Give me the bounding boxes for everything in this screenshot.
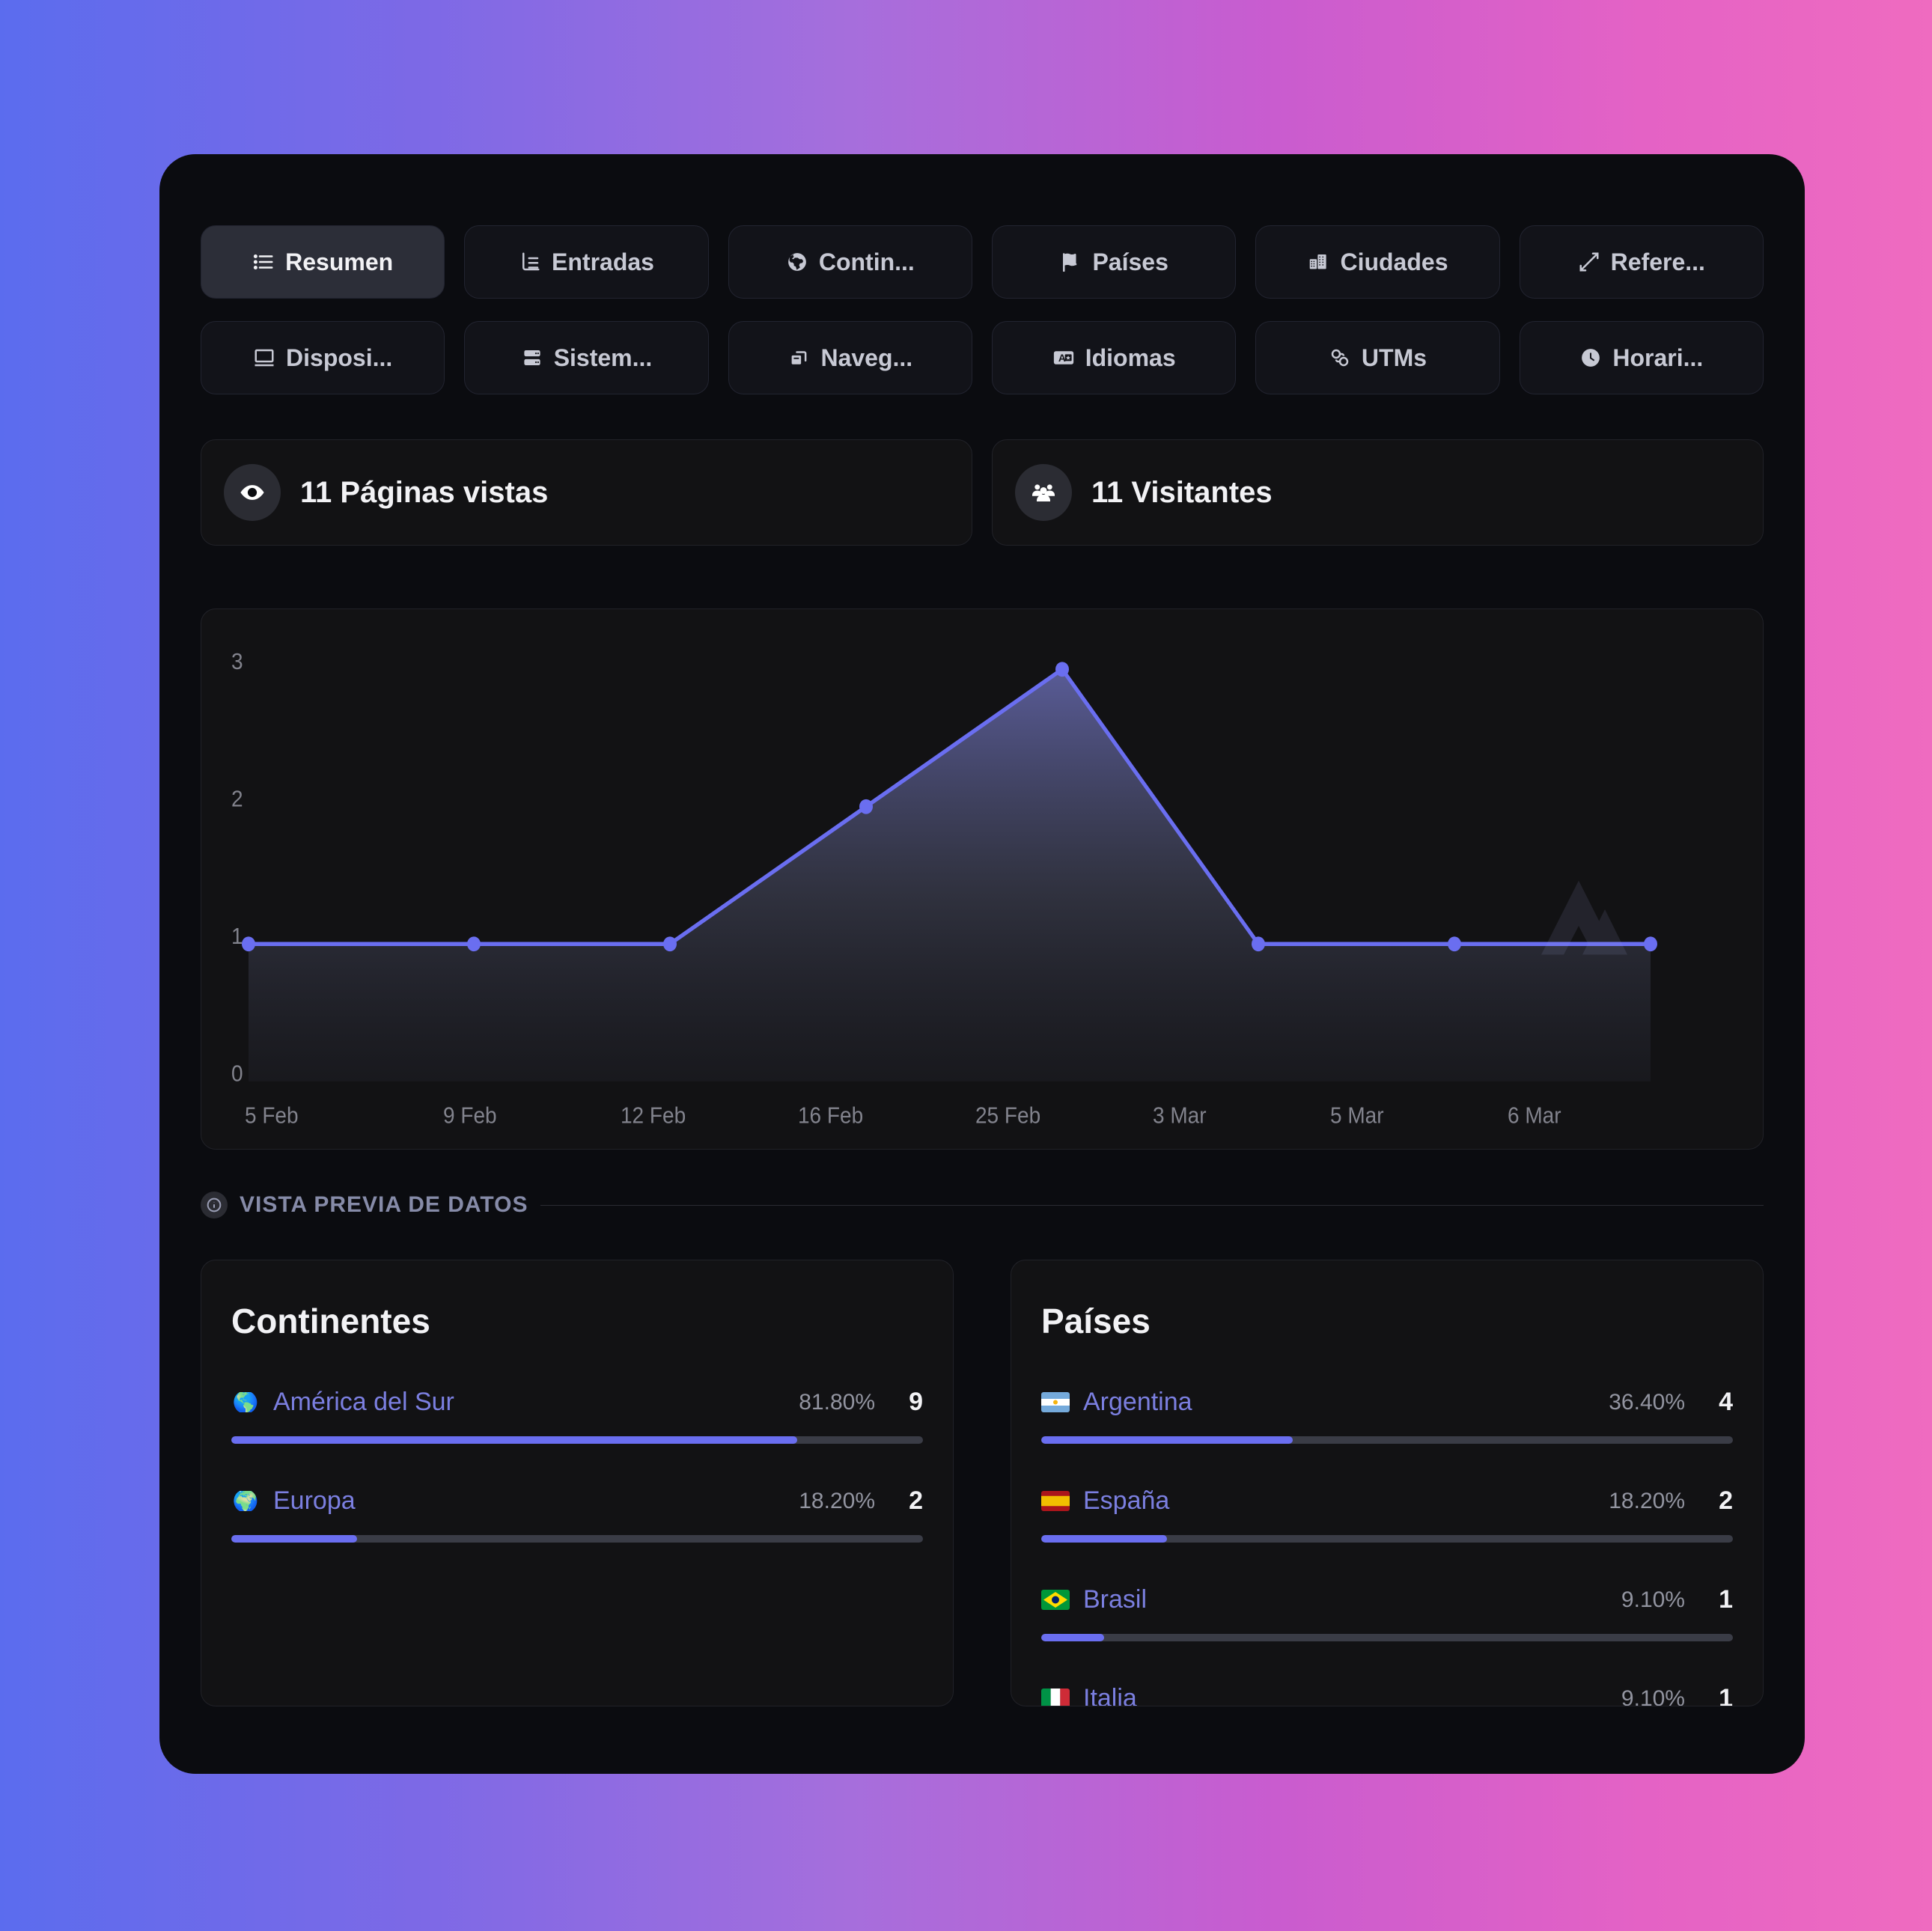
svg-text:12 Feb: 12 Feb bbox=[621, 1103, 686, 1129]
svg-text:9 Feb: 9 Feb bbox=[443, 1103, 497, 1129]
svg-text:3 Mar: 3 Mar bbox=[1153, 1103, 1207, 1129]
svg-text:5 Mar: 5 Mar bbox=[1330, 1103, 1384, 1129]
svg-text:5 Feb: 5 Feb bbox=[245, 1103, 299, 1129]
svg-text:2: 2 bbox=[231, 787, 243, 813]
svg-text:0: 0 bbox=[231, 1061, 243, 1087]
svg-text:3: 3 bbox=[231, 649, 243, 675]
svg-text:16 Feb: 16 Feb bbox=[798, 1103, 863, 1129]
svg-text:A: A bbox=[1058, 353, 1066, 364]
svg-text:6 Mar: 6 Mar bbox=[1508, 1103, 1561, 1129]
svg-text:25 Feb: 25 Feb bbox=[975, 1103, 1040, 1129]
svg-text:1: 1 bbox=[231, 924, 243, 950]
